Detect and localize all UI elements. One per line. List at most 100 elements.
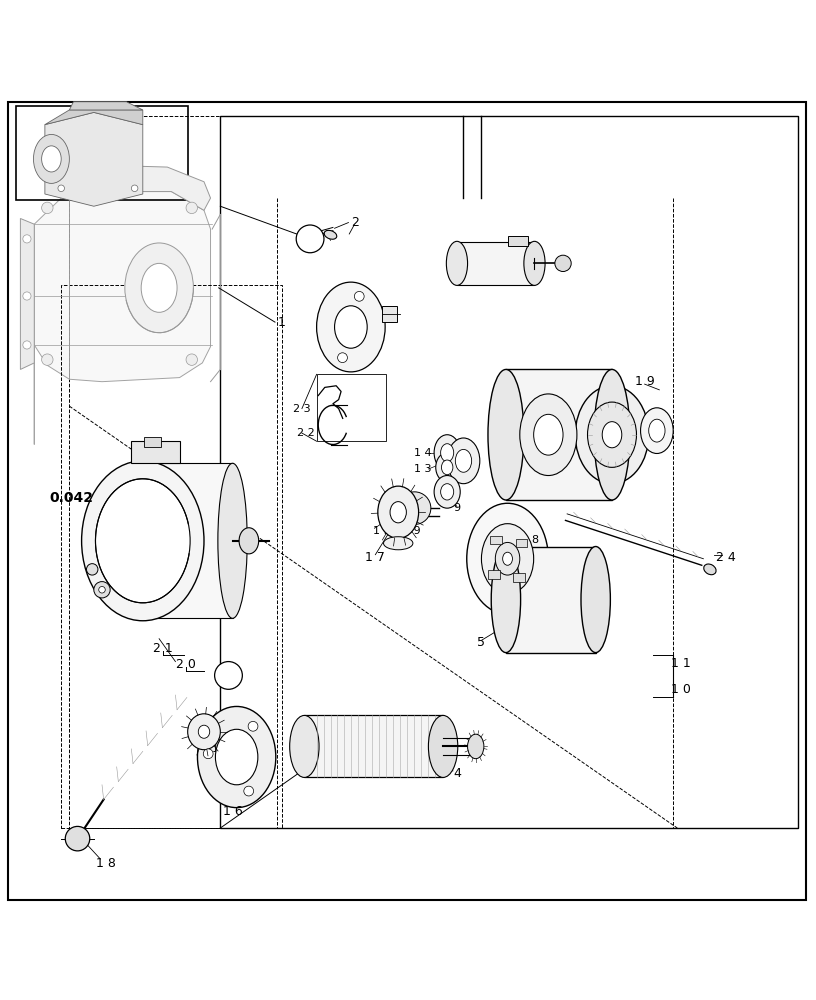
Text: 1 6: 1 6 [223,805,242,818]
Text: 5: 5 [477,636,486,649]
Circle shape [23,235,31,243]
Bar [516,539,527,547]
Circle shape [42,354,53,365]
Circle shape [186,202,197,214]
Circle shape [23,341,31,349]
Text: 1 9: 1 9 [635,375,654,388]
Text: 1 7: 1 7 [366,551,385,564]
Text: 1 2: 1 2 [211,744,229,754]
Text: 1 8: 1 8 [96,857,116,870]
Text: 9: 9 [517,574,524,584]
Circle shape [244,786,254,796]
Ellipse shape [125,243,193,333]
Circle shape [23,292,31,300]
Polygon shape [304,715,443,777]
Ellipse shape [441,460,453,475]
Circle shape [58,185,64,192]
Ellipse shape [324,230,337,239]
Text: 2 0: 2 0 [176,658,196,671]
Ellipse shape [434,435,460,471]
Ellipse shape [65,826,90,851]
Ellipse shape [434,476,460,508]
Bar [488,570,499,579]
Text: 1: 1 [277,316,286,329]
Ellipse shape [534,414,563,455]
Ellipse shape [520,394,577,476]
Ellipse shape [588,402,636,467]
Polygon shape [131,441,180,463]
Ellipse shape [524,241,545,285]
Ellipse shape [455,449,472,472]
Text: 9: 9 [454,503,460,513]
Text: 7: 7 [503,556,510,566]
Circle shape [203,749,213,759]
Text: 0.042: 0.042 [50,491,94,505]
Circle shape [215,662,242,689]
Ellipse shape [99,586,105,593]
Circle shape [186,354,197,365]
Bar [317,374,386,441]
Bar [513,573,525,582]
Ellipse shape [33,134,69,183]
Ellipse shape [188,714,220,750]
Ellipse shape [42,146,61,172]
Ellipse shape [239,528,259,554]
Text: 1 5: 1 5 [635,432,654,445]
Ellipse shape [581,547,610,653]
Ellipse shape [398,492,431,524]
Ellipse shape [602,422,622,448]
Text: 3: 3 [472,257,480,270]
Ellipse shape [141,263,177,312]
Text: 1 1: 1 1 [672,657,691,670]
Text: 2 1: 2 1 [153,642,173,655]
Bar [61,285,282,828]
Polygon shape [34,192,211,445]
Ellipse shape [488,369,524,500]
Ellipse shape [82,461,204,621]
Polygon shape [143,463,233,618]
Ellipse shape [390,502,406,523]
Circle shape [42,202,53,214]
Bar [16,106,188,200]
Ellipse shape [197,706,276,808]
Ellipse shape [428,715,458,777]
Polygon shape [506,547,596,653]
Text: 2: 2 [351,216,359,229]
Text: 1 9: 1 9 [403,526,421,536]
Text: 2 3: 2 3 [317,317,335,327]
Bar [490,536,502,544]
Ellipse shape [641,408,673,453]
Ellipse shape [703,564,716,575]
Circle shape [338,353,348,363]
Ellipse shape [491,547,521,653]
Ellipse shape [447,438,480,484]
Ellipse shape [198,725,210,738]
Text: 1 3: 1 3 [414,464,432,474]
Ellipse shape [468,734,484,759]
Ellipse shape [436,453,459,482]
Ellipse shape [495,542,520,575]
Ellipse shape [649,419,665,442]
Bar [382,306,397,322]
Text: 1 0: 1 0 [672,683,691,696]
Text: 1 4: 1 4 [414,448,432,458]
Circle shape [131,185,138,192]
Ellipse shape [594,369,630,500]
Ellipse shape [218,463,247,618]
Text: 4: 4 [453,767,461,780]
Polygon shape [78,165,211,210]
Ellipse shape [378,486,419,538]
Text: 6: 6 [519,538,526,548]
Ellipse shape [290,715,319,777]
Ellipse shape [86,564,98,575]
Ellipse shape [467,503,548,614]
Ellipse shape [94,582,110,598]
Text: 2 3: 2 3 [293,404,311,414]
Text: 2 4: 2 4 [716,551,736,564]
Polygon shape [506,369,612,500]
Bar [69,116,798,828]
Ellipse shape [503,552,512,565]
Circle shape [296,225,324,253]
Ellipse shape [215,729,258,785]
Ellipse shape [95,479,190,603]
